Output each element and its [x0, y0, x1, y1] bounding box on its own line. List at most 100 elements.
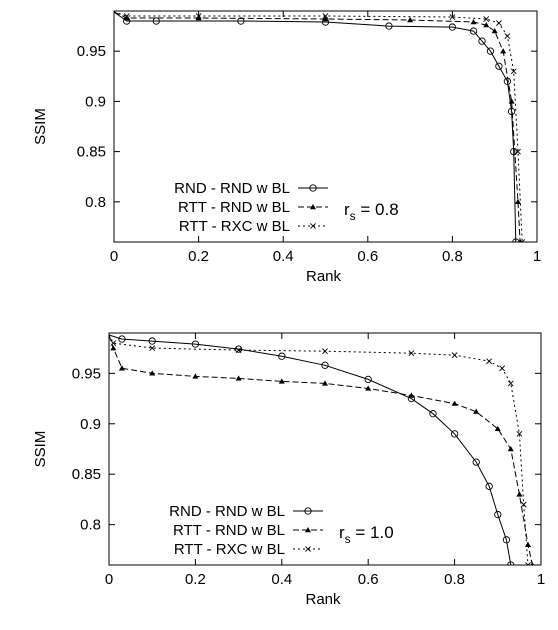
x-tick-label: 0: [110, 248, 118, 265]
data-point: [118, 335, 126, 343]
legend-label: RTT - RXC w BL: [179, 218, 290, 235]
data-point: [514, 198, 521, 205]
data-point: [486, 358, 493, 365]
legend-marker: [309, 184, 317, 192]
y-tick-label: 0.85: [72, 466, 101, 483]
data-point: [235, 347, 242, 354]
data-point: [278, 352, 286, 360]
chart-panel-2: 0 0.2 0.4 0.6 0.8 1 0.8 0.85 0.9 0.95 Rank SSIM RND …: [32, 332, 545, 608]
data-point: [110, 340, 117, 347]
rs-annotation: rs = 0.8: [344, 200, 399, 223]
data-point: [486, 47, 495, 55]
x-tick-label: 0.4: [271, 571, 292, 588]
data-point: [520, 501, 527, 508]
data-point: [530, 562, 535, 565]
data-point: [365, 385, 372, 391]
data-point: [322, 348, 328, 355]
data-point: [483, 16, 490, 22]
plot-frame: [113, 10, 538, 243]
data-point: [408, 392, 415, 398]
data-point: [408, 350, 415, 357]
data-point: [449, 14, 456, 20]
data-point: [322, 13, 329, 19]
x-tick-label: 1: [537, 571, 545, 588]
legend-marker: [305, 527, 311, 533]
x-axis-label: Rank: [305, 591, 341, 608]
data-point: [504, 33, 511, 40]
y-tick-label: 0.95: [72, 365, 101, 382]
x-tick-label: 1: [533, 248, 541, 265]
data-point: [508, 98, 515, 104]
x-axis-label: Rank: [306, 268, 342, 285]
x-tick-label: 0: [105, 571, 113, 588]
data-point: [385, 22, 393, 30]
series-1: [114, 11, 520, 242]
data-point: [149, 370, 156, 376]
legend-marker: [304, 507, 312, 515]
x-tick-label: 0.6: [357, 248, 378, 265]
x-tick-label: 0.2: [188, 248, 209, 265]
legend-label: RND - RND w BL: [169, 503, 285, 520]
legend-marker: [310, 223, 316, 229]
series-1: [109, 334, 515, 565]
data-point: [110, 345, 117, 351]
data-point: [512, 238, 520, 242]
data-point: [149, 345, 156, 352]
data-point: [507, 380, 514, 387]
x-tick-label: 0.6: [358, 571, 379, 588]
y-tick-label: 0.95: [77, 43, 106, 60]
data-point: [152, 17, 160, 25]
y-axis-label: SSIM: [32, 431, 49, 468]
data-point: [123, 15, 130, 21]
data-point: [407, 17, 414, 23]
x-tick-label: 0.2: [185, 571, 206, 588]
x-tick-label: 0.4: [273, 248, 294, 265]
series-3: [114, 11, 526, 242]
legend-marker: [310, 204, 316, 210]
series-line-3: [114, 11, 523, 242]
series-line-1: [109, 334, 512, 565]
data-point: [235, 375, 242, 381]
y-tick-label: 0.9: [85, 93, 106, 110]
data-point: [322, 16, 329, 22]
data-point: [510, 68, 517, 75]
data-point: [472, 458, 480, 466]
legend-marker: [305, 546, 311, 552]
y-axis-label: SSIM: [32, 108, 49, 145]
y-tick-label: 0.85: [77, 144, 106, 161]
data-point: [525, 562, 531, 565]
data-point: [364, 375, 372, 384]
data-point: [192, 373, 199, 379]
x-tick-label: 0.8: [442, 248, 463, 265]
data-point: [485, 482, 493, 490]
series-2: [114, 11, 522, 242]
data-point: [451, 352, 458, 359]
y-tick-label: 0.8: [80, 517, 101, 534]
legend-label: RTT - RND w BL: [178, 199, 290, 216]
y-tick-label: 0.8: [85, 194, 106, 211]
data-point: [478, 37, 486, 45]
data-point: [469, 27, 478, 35]
x-tick-label: 0.8: [444, 571, 465, 588]
data-point: [148, 337, 156, 345]
data-point: [496, 20, 502, 26]
data-point: [195, 13, 202, 19]
chart-panel-1: 0 0.2 0.4 0.6 0.8 1 0.8 0.85 0.9 0.95 Rank SSIM RND …: [32, 10, 541, 285]
data-point: [483, 22, 490, 28]
data-point: [451, 400, 458, 406]
legend-label: RTT - RND w BL: [173, 522, 285, 539]
data-point: [195, 15, 202, 21]
series-line-3: [109, 334, 529, 565]
data-point: [123, 13, 130, 19]
data-point: [491, 28, 498, 34]
data-point: [429, 410, 437, 418]
data-point: [234, 345, 243, 353]
legend-label: RTT - RXC w BL: [174, 541, 285, 558]
data-point: [507, 446, 514, 452]
data-point: [450, 430, 459, 438]
plot-frame: [108, 332, 542, 566]
data-point: [191, 340, 200, 348]
series-3: [109, 334, 531, 565]
